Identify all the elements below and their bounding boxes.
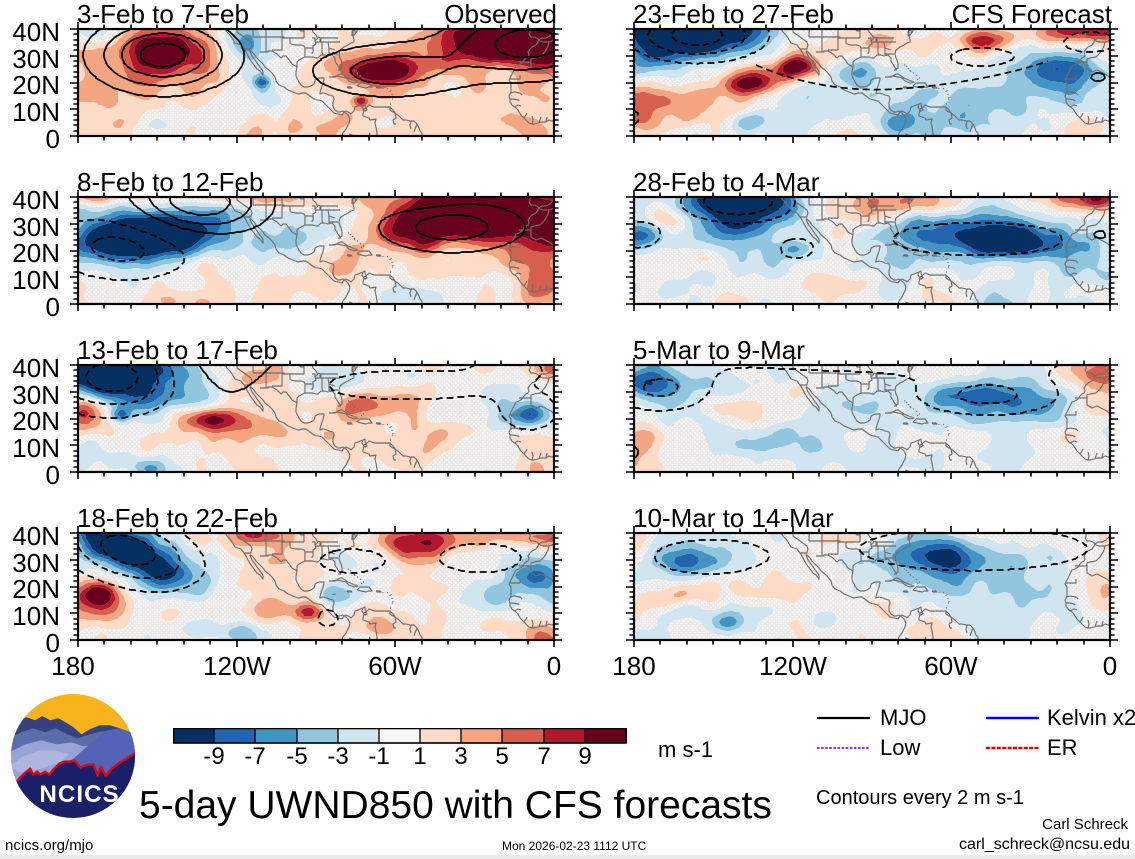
svg-text:NCICS: NCICS <box>39 781 119 808</box>
